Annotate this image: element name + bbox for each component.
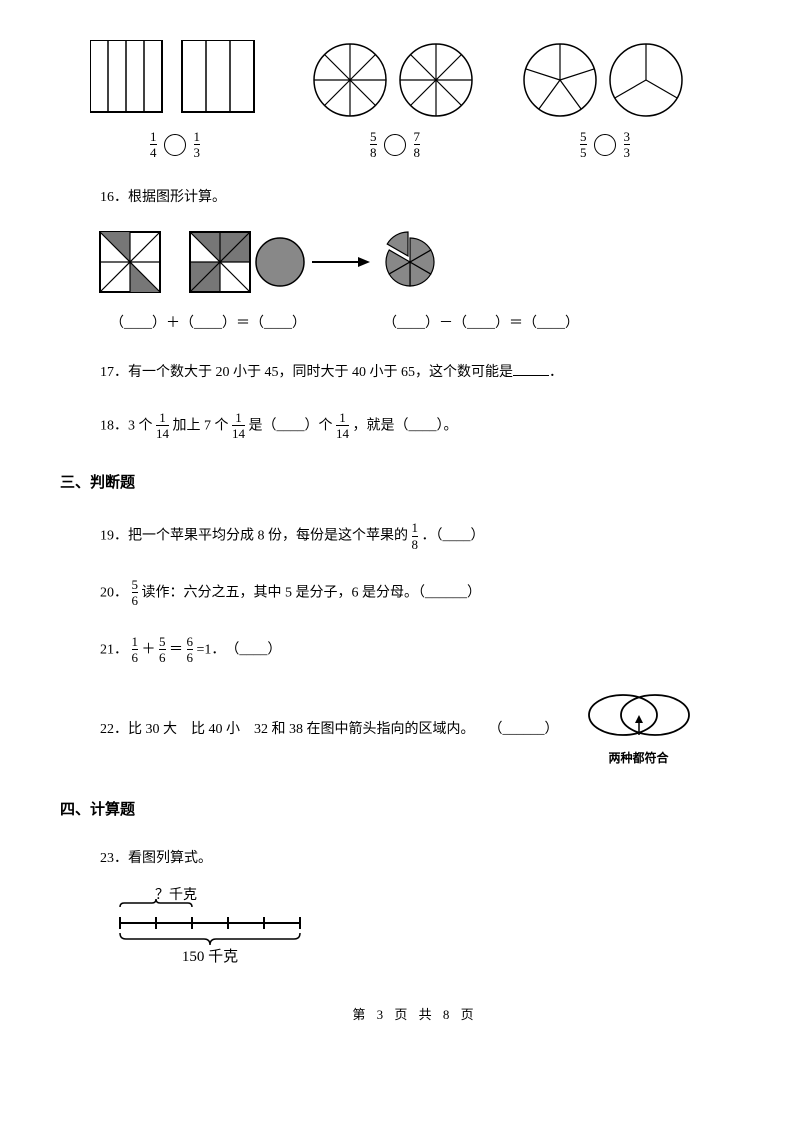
q19-post[interactable]: ．（____） [422,529,485,544]
section-4-title: 四、计算题 [60,798,740,822]
q18-f1n: 1 [156,411,169,425]
q19-fn: 1 [412,521,419,535]
q19: 19．把一个苹果平均分成 8 份，每份是这个苹果的 18 ．（____） [100,521,740,552]
frac-1b-num: 1 [194,130,201,144]
q20-fn: 5 [132,578,139,592]
q21-an: 1 [132,635,139,649]
q18-f2n: 1 [232,411,245,425]
q23-figure: ？千克 150 千克 [100,885,740,965]
frac-1b-den: 3 [194,144,201,160]
q16-eq2[interactable]: （____）－（____）＝（____） [383,316,579,331]
q21-cd: 6 [187,649,194,665]
compare-blank-2[interactable] [384,134,406,156]
q18-f3d: 14 [336,425,349,441]
circles-8-slices [310,40,480,124]
q18-f2d: 14 [232,425,245,441]
q20: 20． 56 读作：六分之五，其中 5 是分子，6 是分母。（______） [100,578,740,609]
q21: 21． 16 ＋ 56 ＝ 66 =1． （____） [100,635,740,666]
frac-2b-den: 8 [414,144,421,160]
q21-ad: 6 [132,649,139,665]
frac-1a-den: 4 [150,144,157,160]
q17-text: 17．有一个数大于 20 小于 45，同时大于 40 小于 65，这个数可能是 [100,365,513,380]
q17-suffix: ． [549,365,563,380]
q18-mid3[interactable]: ，就是（____）。 [353,418,458,433]
q18-f3n: 1 [336,411,349,425]
frac-1a-num: 1 [150,130,157,144]
q23-bottom-text: 150 千克 [182,948,238,965]
q19-fd: 8 [412,536,419,552]
q20-post[interactable]: 读作：六分之五，其中 5 是分子，6 是分母。（______） [142,585,482,600]
q20-pre: 20． [100,585,128,600]
q18-mid1: 加上 7 个 [173,418,229,433]
venn-diagram: 两种都符合 [579,691,699,768]
q16-figures [90,227,740,297]
page-footer: 第 3 页 共 8 页 [90,1005,740,1026]
frac-3a-num: 5 [580,130,587,144]
frac-2b-num: 7 [414,130,421,144]
q23-top-text: ？千克 [155,887,197,903]
q23-label: 23．看图列算式。 [100,848,740,870]
q22-text[interactable]: 22．比 30 大 比 40 小 32 和 38 在图中箭头指向的区域内。 （_… [100,719,559,741]
fig-group-2: 58 78 [310,40,480,161]
frac-2a-num: 5 [370,130,377,144]
q21-pre: 21． [100,642,128,657]
q21-eq: ＝ [169,642,183,657]
fig-group-3: 55 33 [520,40,690,161]
q21-plus: ＋ [142,642,156,657]
top-figures-row: 14 13 [90,40,740,161]
q18-pre: 18．3 个 [100,418,153,433]
q19-pre: 19．把一个苹果平均分成 8 份，每份是这个苹果的 [100,529,408,544]
q18-f1d: 14 [156,425,169,441]
q21-bn: 5 [159,635,166,649]
squares-1-4-vs-1-3 [90,40,260,124]
q22: 22．比 30 大 比 40 小 32 和 38 在图中箭头指向的区域内。 （_… [100,691,740,768]
section-3-title: 三、判断题 [60,471,740,495]
frac-3a-den: 5 [580,144,587,160]
q16-label: 16．根据图形计算。 [100,187,740,209]
q20-fd: 6 [132,592,139,608]
frac-2a-den: 8 [370,144,377,160]
compare-blank-1[interactable] [164,134,186,156]
q17: 17．有一个数大于 20 小于 45，同时大于 40 小于 65，这个数可能是 ． [100,361,740,384]
q21-post[interactable]: =1． （____） [197,642,282,657]
fig-group-1: 14 13 [90,40,260,161]
q18: 18．3 个 114 加上 7 个 114 是（____）个 114 ，就是（_… [100,411,740,442]
q18-mid2[interactable]: 是（____）个 [249,418,333,433]
frac-3b-num: 3 [624,130,631,144]
q16-equations: （____）＋（____）＝（____） （____）－（____）＝（____… [110,313,740,335]
q21-cn: 6 [187,635,194,649]
q17-blank[interactable] [513,361,549,376]
q21-bd: 6 [159,649,166,665]
frac-3b-den: 3 [624,144,631,160]
venn-label: 两种都符合 [579,749,699,768]
compare-blank-3[interactable] [594,134,616,156]
q16-eq1[interactable]: （____）＋（____）＝（____） [110,316,306,331]
circles-5-3 [520,40,690,124]
